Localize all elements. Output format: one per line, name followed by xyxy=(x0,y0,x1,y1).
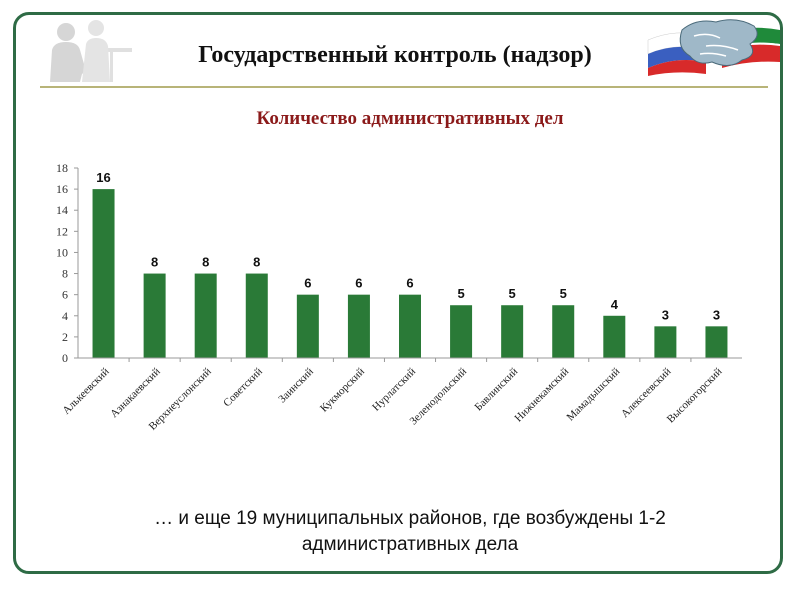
x-tick-label: Мамадышский xyxy=(565,366,623,424)
bar xyxy=(92,189,115,358)
x-tick-label: Алькеевский xyxy=(60,366,111,417)
header-divider xyxy=(40,86,768,88)
chart-title: Количество административных дел xyxy=(256,108,564,129)
y-tick-label: 0 xyxy=(62,351,68,365)
page-title: Государственный контроль (надзор) xyxy=(198,42,592,68)
bar xyxy=(399,294,421,358)
data-label: 16 xyxy=(96,170,110,185)
data-labels: 16 8 8 8 6 6 6 5 5 5 4 3 3 xyxy=(96,170,720,322)
bars xyxy=(92,189,728,358)
y-tick-label: 18 xyxy=(56,161,68,175)
x-tick-label: Алексеевский xyxy=(619,366,674,421)
footnote-line-2: административных дела xyxy=(301,534,519,555)
y-axis: 0 2 4 6 8 10 12 14 16 18 xyxy=(56,161,79,365)
data-label: 4 xyxy=(611,297,619,312)
bar xyxy=(705,326,728,358)
x-tick-label: Высокогорский xyxy=(665,366,725,426)
footnote-line-1: … и еще 19 муниципальных районов, где во… xyxy=(154,508,666,529)
x-tick-label: Кукморский xyxy=(318,366,367,415)
x-tick-label: Заинский xyxy=(276,366,316,406)
slide-frame xyxy=(13,12,783,574)
y-tick-label: 6 xyxy=(62,288,68,302)
bar xyxy=(245,273,268,358)
bar xyxy=(143,273,166,358)
bar xyxy=(450,305,473,358)
business-people-silhouette-icon xyxy=(50,20,132,82)
y-tick-label: 2 xyxy=(62,330,68,344)
data-label: 8 xyxy=(253,255,260,270)
y-tick-label: 12 xyxy=(56,224,68,238)
data-label: 8 xyxy=(202,255,209,270)
data-label: 6 xyxy=(355,276,362,291)
x-tick-label: Азнакаевский xyxy=(108,366,163,421)
data-label: 5 xyxy=(509,286,516,301)
x-tick-label: Советский xyxy=(221,366,265,410)
y-tick-label: 8 xyxy=(62,267,68,281)
data-label: 5 xyxy=(560,286,567,301)
y-tick-label: 10 xyxy=(56,245,68,259)
data-label: 6 xyxy=(406,276,413,291)
bar-chart: 0 2 4 6 8 10 12 14 16 18 16 8 8 8 6 6 6 5 5 5 4 3 3 Алькеевск… xyxy=(56,161,742,433)
data-label: 6 xyxy=(304,276,311,291)
y-tick-label: 4 xyxy=(62,309,68,323)
bar xyxy=(194,273,217,358)
data-label: 3 xyxy=(662,307,669,322)
russia-tatarstan-flag-map-icon xyxy=(647,19,780,76)
data-label: 3 xyxy=(713,307,720,322)
bar xyxy=(654,326,677,358)
bar xyxy=(552,305,575,358)
bar xyxy=(296,294,319,358)
x-tick-label: Бавлинский xyxy=(473,366,521,414)
bar xyxy=(501,305,524,358)
y-tick-label: 14 xyxy=(56,203,68,217)
footnote: … и еще 19 муниципальных районов, где во… xyxy=(120,506,700,558)
x-tick-label: Нижнекамский xyxy=(512,366,571,425)
y-tick-label: 16 xyxy=(56,182,68,196)
bar xyxy=(603,315,626,358)
data-label: 5 xyxy=(457,286,464,301)
bar xyxy=(347,294,370,358)
data-label: 8 xyxy=(151,255,158,270)
x-tick-label: Нурлатский xyxy=(370,366,418,414)
